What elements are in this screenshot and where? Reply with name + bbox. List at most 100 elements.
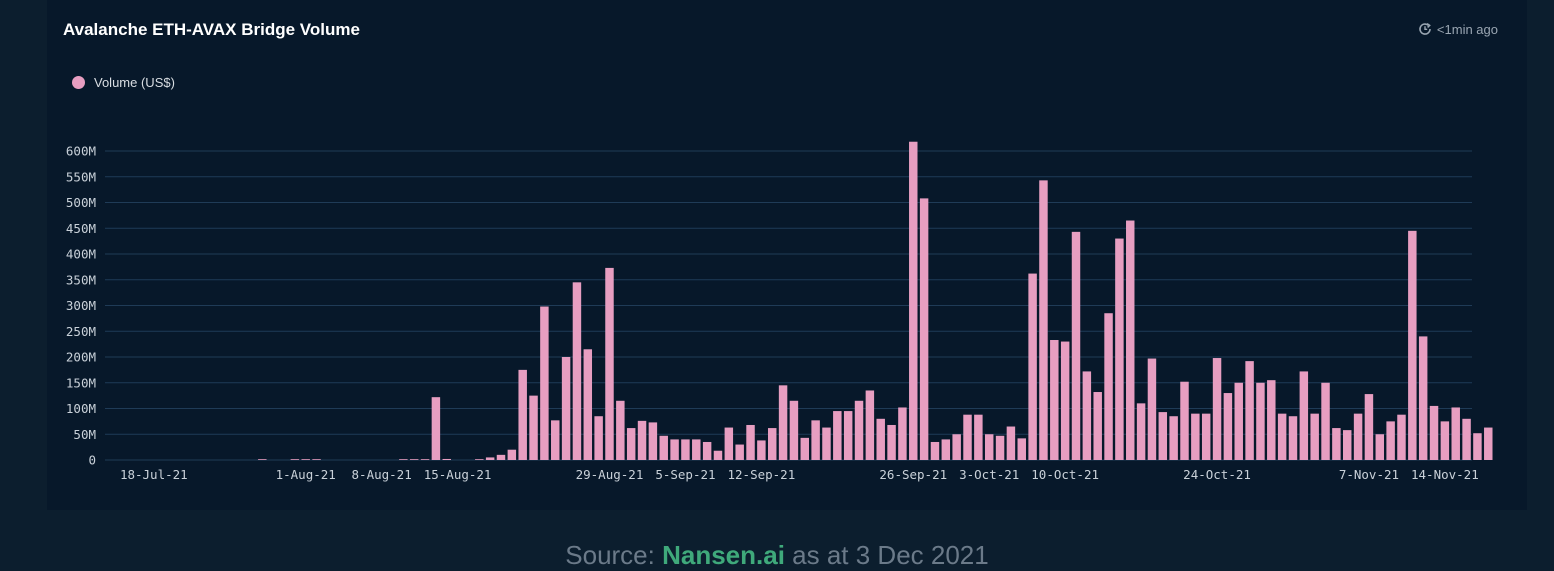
- bar[interactable]: [713, 450, 723, 460]
- bar[interactable]: [757, 440, 766, 460]
- bar[interactable]: [1126, 220, 1135, 460]
- bar[interactable]: [746, 424, 755, 460]
- bar[interactable]: [1115, 238, 1124, 460]
- bar[interactable]: [887, 424, 896, 460]
- bar[interactable]: [420, 459, 430, 460]
- bar[interactable]: [778, 385, 788, 460]
- bar[interactable]: [659, 435, 668, 460]
- bar[interactable]: [475, 459, 484, 460]
- bar[interactable]: [301, 459, 310, 460]
- bar[interactable]: [1332, 428, 1341, 460]
- bar[interactable]: [1028, 273, 1037, 460]
- bar[interactable]: [258, 459, 267, 460]
- bar[interactable]: [1234, 382, 1243, 460]
- bar[interactable]: [583, 349, 593, 460]
- bar[interactable]: [1256, 382, 1265, 460]
- bar[interactable]: [909, 141, 918, 461]
- bar[interactable]: [561, 357, 571, 460]
- bar[interactable]: [692, 439, 701, 460]
- bar[interactable]: [1440, 421, 1450, 460]
- bar[interactable]: [1093, 392, 1102, 460]
- bar[interactable]: [1212, 358, 1222, 460]
- bar[interactable]: [1017, 438, 1026, 460]
- bar[interactable]: [1104, 313, 1113, 460]
- bar[interactable]: [431, 397, 441, 460]
- bar[interactable]: [1071, 231, 1081, 460]
- bar[interactable]: [1050, 340, 1059, 460]
- bar[interactable]: [1429, 405, 1439, 460]
- bar[interactable]: [1180, 381, 1189, 460]
- bar[interactable]: [637, 420, 647, 460]
- bar[interactable]: [1223, 393, 1233, 460]
- bar[interactable]: [529, 395, 538, 460]
- bar[interactable]: [1386, 421, 1395, 460]
- refresh-status[interactable]: <1min ago: [1417, 21, 1498, 37]
- bar[interactable]: [800, 437, 810, 460]
- bar[interactable]: [1147, 358, 1157, 460]
- bar[interactable]: [930, 441, 940, 460]
- bar[interactable]: [551, 420, 560, 460]
- bar[interactable]: [1082, 371, 1092, 460]
- bar[interactable]: [409, 459, 419, 460]
- bar[interactable]: [984, 434, 994, 460]
- bar[interactable]: [789, 400, 799, 460]
- bar[interactable]: [605, 267, 614, 460]
- bar[interactable]: [1375, 434, 1385, 460]
- bar[interactable]: [626, 428, 636, 460]
- bar[interactable]: [1353, 413, 1363, 460]
- bar[interactable]: [1060, 341, 1070, 460]
- bar[interactable]: [724, 427, 734, 460]
- bar[interactable]: [963, 414, 972, 460]
- bar[interactable]: [1343, 430, 1352, 460]
- bar[interactable]: [1310, 413, 1319, 460]
- bar[interactable]: [594, 416, 603, 460]
- bar[interactable]: [822, 427, 831, 460]
- bar[interactable]: [1006, 426, 1016, 460]
- bar[interactable]: [833, 411, 842, 460]
- bar[interactable]: [1462, 418, 1471, 460]
- chart-legend[interactable]: Volume (US$): [72, 75, 175, 90]
- bar[interactable]: [681, 439, 690, 460]
- bar[interactable]: [1158, 412, 1168, 460]
- bar[interactable]: [1299, 371, 1309, 460]
- bar[interactable]: [485, 457, 495, 460]
- bar[interactable]: [1408, 230, 1417, 460]
- bar[interactable]: [1288, 416, 1298, 460]
- bar[interactable]: [312, 459, 321, 460]
- bar[interactable]: [1277, 413, 1287, 460]
- bar[interactable]: [540, 306, 549, 460]
- bar[interactable]: [1321, 382, 1330, 460]
- bar[interactable]: [1397, 414, 1406, 460]
- bar[interactable]: [1201, 413, 1211, 460]
- bar[interactable]: [572, 282, 582, 460]
- bar[interactable]: [941, 439, 951, 460]
- bar[interactable]: [442, 458, 451, 460]
- bar[interactable]: [865, 390, 875, 460]
- bar[interactable]: [1473, 433, 1482, 460]
- bar[interactable]: [843, 411, 853, 460]
- bar[interactable]: [1191, 413, 1200, 460]
- bar[interactable]: [1364, 394, 1374, 460]
- bar[interactable]: [496, 454, 506, 460]
- bar[interactable]: [1169, 416, 1178, 460]
- bar[interactable]: [854, 400, 864, 460]
- bar[interactable]: [616, 400, 625, 460]
- bar[interactable]: [974, 414, 983, 460]
- source-link[interactable]: Nansen.ai: [662, 540, 785, 570]
- bar[interactable]: [518, 369, 527, 460]
- bar[interactable]: [670, 439, 679, 460]
- bar[interactable]: [995, 435, 1005, 460]
- bar[interactable]: [290, 459, 300, 460]
- bar[interactable]: [399, 459, 408, 460]
- bar[interactable]: [876, 418, 885, 460]
- bar[interactable]: [648, 422, 658, 460]
- bar[interactable]: [767, 428, 777, 460]
- bar[interactable]: [507, 449, 517, 460]
- bar[interactable]: [811, 420, 820, 460]
- bar[interactable]: [1267, 380, 1276, 460]
- bar[interactable]: [898, 407, 907, 460]
- bar[interactable]: [1451, 407, 1460, 460]
- bar[interactable]: [1484, 427, 1493, 460]
- bar[interactable]: [702, 441, 712, 460]
- bar[interactable]: [1039, 180, 1048, 461]
